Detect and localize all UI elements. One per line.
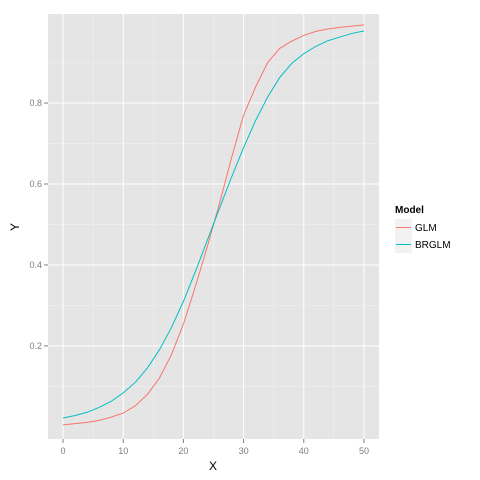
x-tick-label: 10 <box>118 446 128 456</box>
y-axis: 0.2 0.4 0.6 0.8 <box>29 98 48 351</box>
x-tick-label: 0 <box>61 446 66 456</box>
y-axis-title: Y <box>8 223 22 231</box>
series-layer <box>62 24 365 426</box>
legend-items: GLM BRGLM <box>395 219 451 253</box>
legend-title: Model <box>395 205 424 216</box>
x-tick-label: 30 <box>239 446 249 456</box>
major-grid <box>48 14 379 439</box>
y-tick-label: 0.6 <box>29 179 42 189</box>
x-tick-label: 40 <box>299 446 309 456</box>
legend-label-glm: GLM <box>415 223 437 234</box>
x-tick-label: 20 <box>178 446 188 456</box>
legend: Model GLM BRGLM <box>395 205 451 253</box>
y-tick-label: 0.2 <box>29 341 42 351</box>
y-tick-label: 0.8 <box>29 98 42 108</box>
y-tick-label: 0.4 <box>29 260 42 270</box>
x-axis-title: X <box>209 459 217 473</box>
x-tick-label: 50 <box>359 446 369 456</box>
series-line-brglm <box>62 30 365 419</box>
legend-label-brglm: BRGLM <box>415 240 451 251</box>
x-axis: 0 10 20 30 40 50 <box>61 439 369 456</box>
